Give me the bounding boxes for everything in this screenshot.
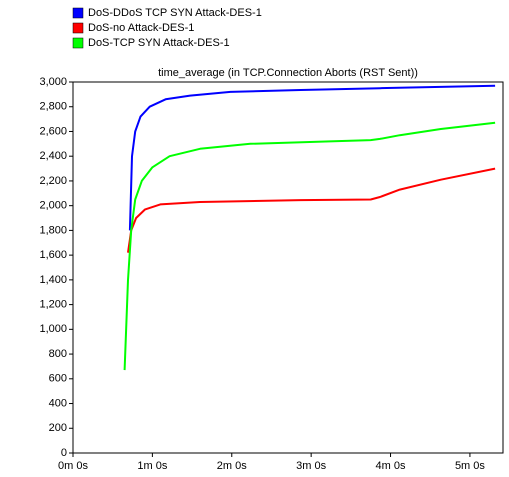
y-tick-label: 800 xyxy=(49,348,67,360)
y-tick-label: 1,000 xyxy=(39,323,67,335)
x-tick-label: 1m 0s xyxy=(137,460,167,472)
y-tick-label: 2,000 xyxy=(39,200,67,212)
legend-swatch xyxy=(72,7,84,19)
y-tick-label: 1,200 xyxy=(39,299,67,311)
legend-label: DoS-DDoS TCP SYN Attack-DES-1 xyxy=(88,7,262,19)
y-tick-label: 600 xyxy=(49,373,67,385)
y-tick-label: 2,200 xyxy=(39,175,67,187)
plot-frame xyxy=(72,81,504,454)
y-tick-label: 0 xyxy=(61,447,67,459)
series-line xyxy=(127,167,496,253)
legend-label: DoS-no Attack-DES-1 xyxy=(88,22,194,34)
x-tick-label: 3m 0s xyxy=(296,460,326,472)
y-tick-label: 1,800 xyxy=(39,224,67,236)
y-tick-label: 1,400 xyxy=(39,274,67,286)
y-tick-label: 2,600 xyxy=(39,125,67,137)
series-line xyxy=(123,121,496,371)
series-line xyxy=(128,84,496,231)
legend-label: DoS-TCP SYN Attack-DES-1 xyxy=(88,37,230,49)
y-tick-label: 1,600 xyxy=(39,249,67,261)
y-tick-label: 3,000 xyxy=(39,76,67,88)
x-tick-label: 0m 0s xyxy=(58,460,88,472)
y-tick-label: 2,400 xyxy=(39,150,67,162)
chart-title: time_average (in TCP.Connection Aborts (… xyxy=(158,67,418,79)
x-tick-label: 2m 0s xyxy=(217,460,247,472)
y-tick-label: 2,800 xyxy=(39,101,67,113)
y-tick-label: 200 xyxy=(49,422,67,434)
x-tick-label: 4m 0s xyxy=(376,460,406,472)
legend-swatch xyxy=(72,22,84,34)
y-tick-label: 400 xyxy=(49,397,67,409)
legend-swatch xyxy=(72,37,84,49)
x-tick-label: 5m 0s xyxy=(455,460,485,472)
